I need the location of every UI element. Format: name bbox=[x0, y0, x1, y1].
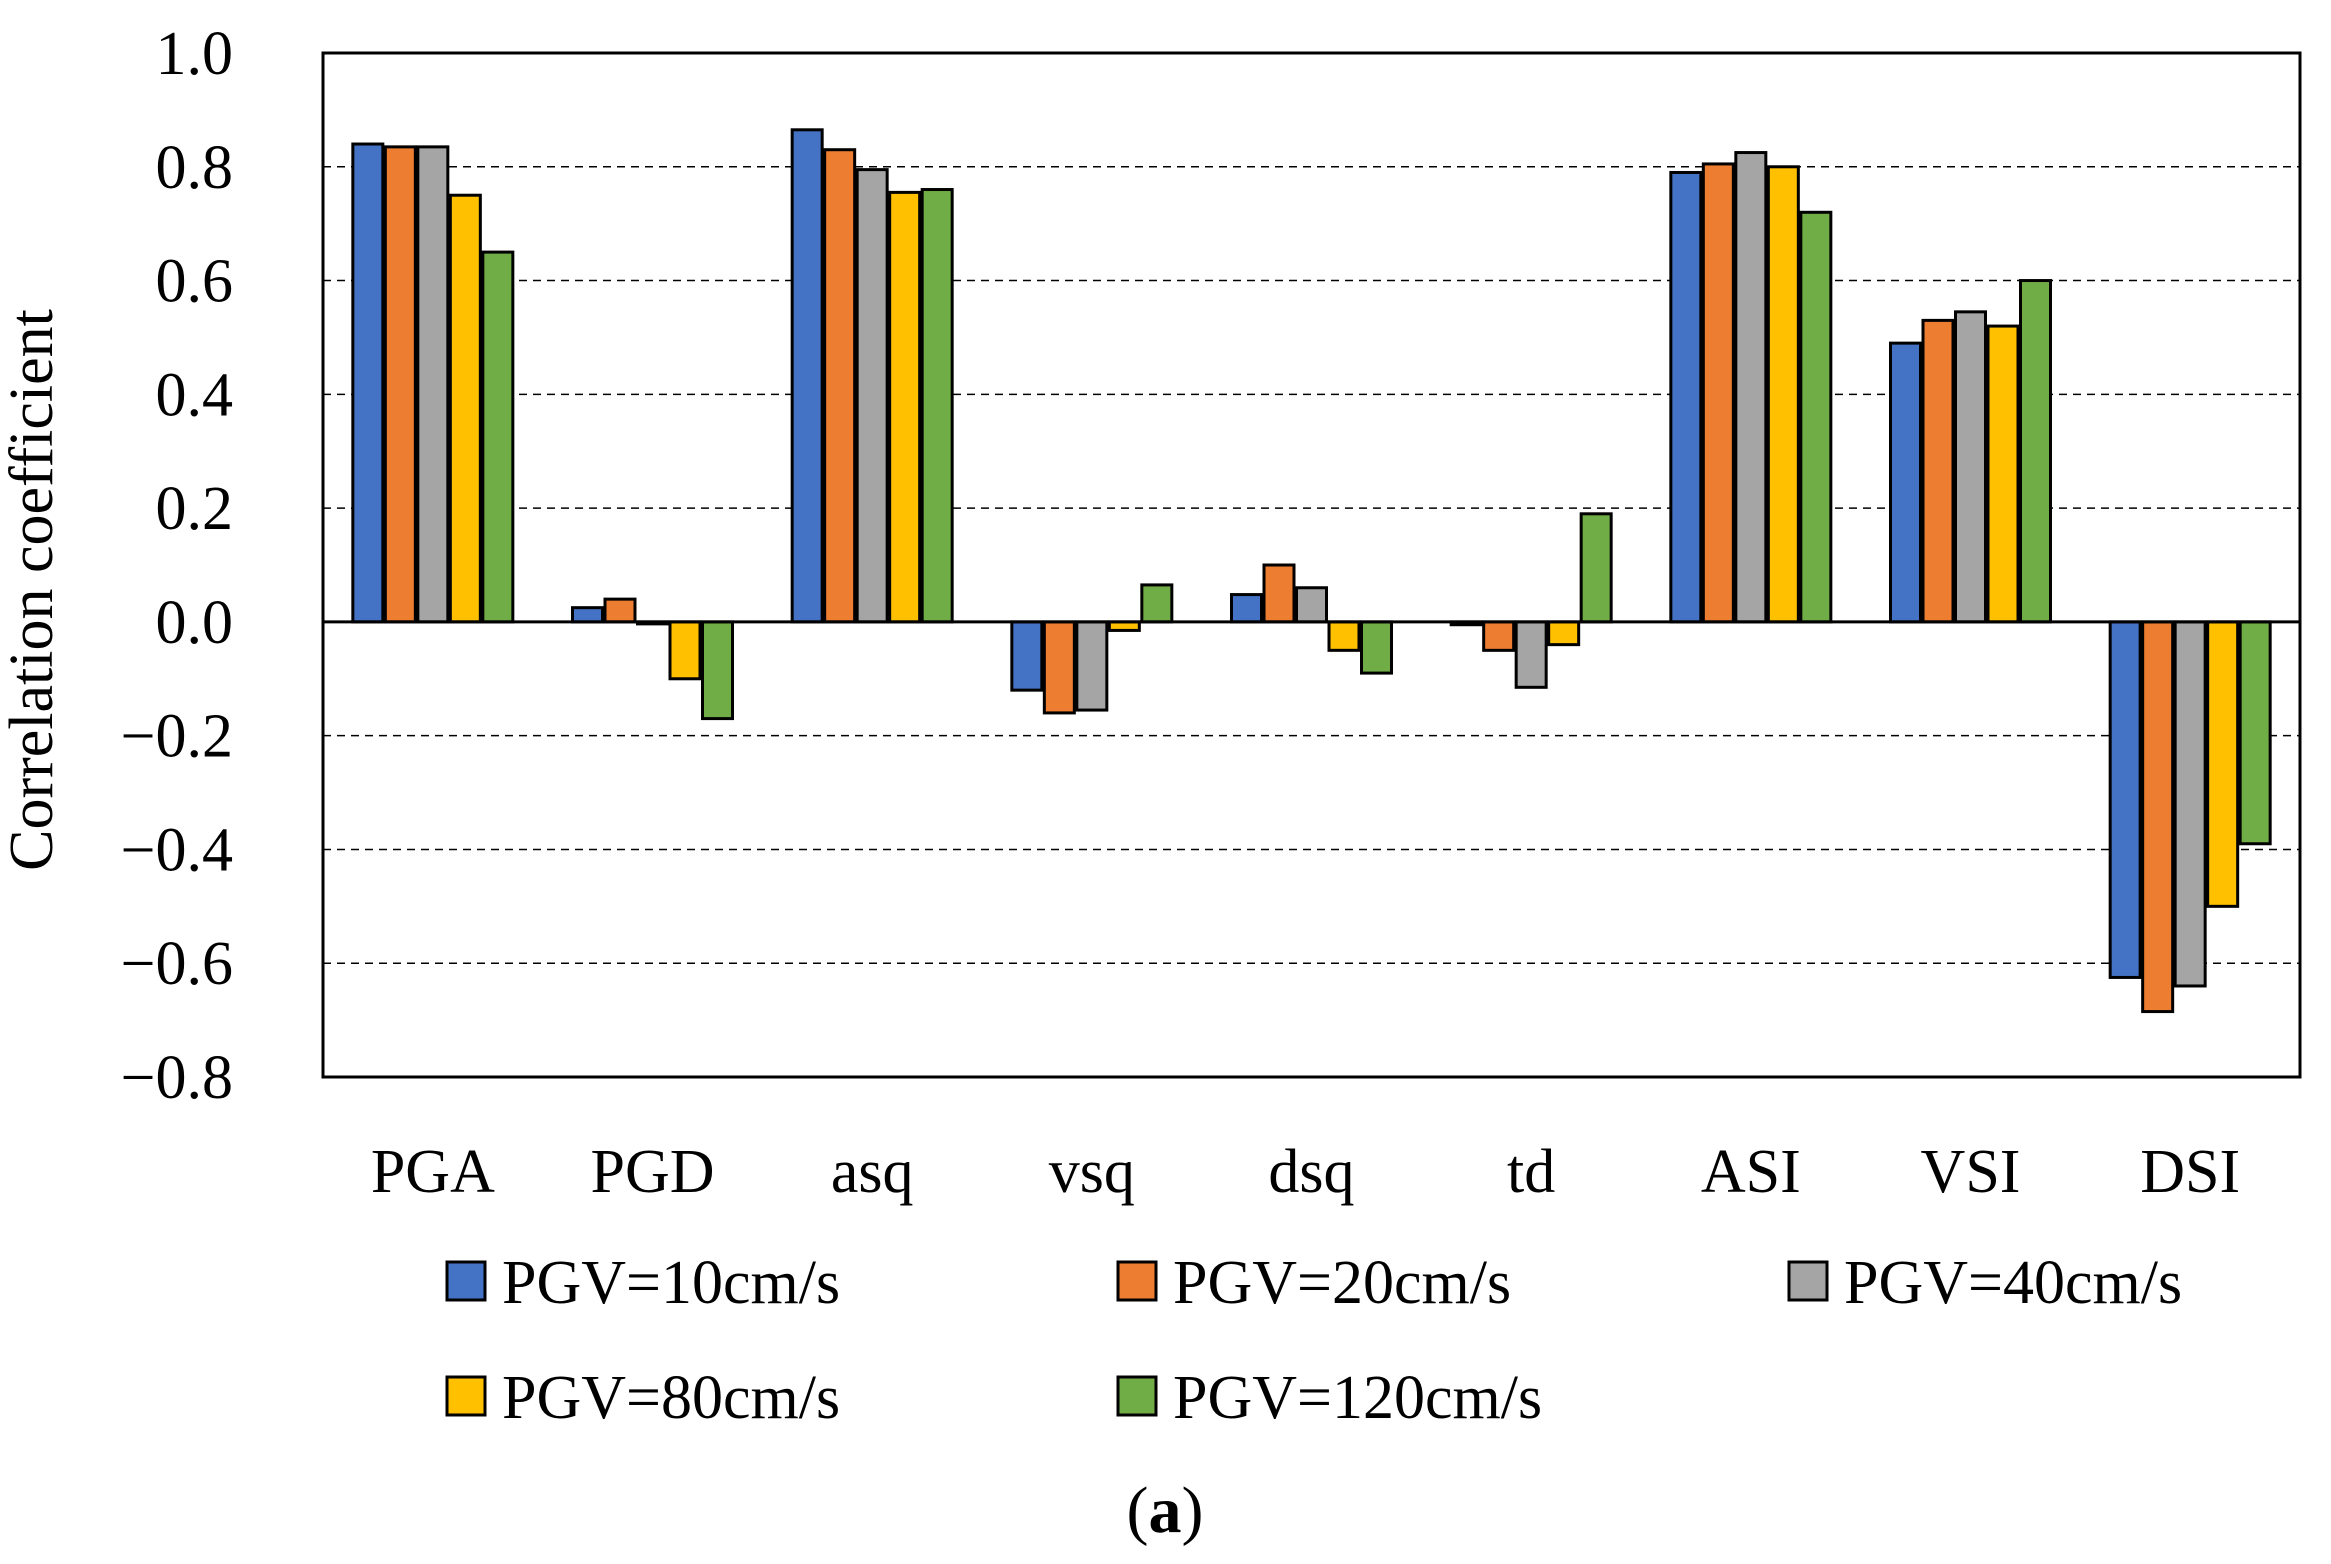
bar bbox=[701, 620, 734, 721]
bar bbox=[1140, 583, 1174, 624]
bar bbox=[571, 606, 604, 624]
bar bbox=[1986, 324, 2020, 624]
y-tick-label: −0.8 bbox=[121, 1044, 233, 1112]
bar bbox=[1514, 620, 1548, 689]
bar bbox=[1230, 593, 1263, 624]
bar bbox=[920, 188, 954, 624]
caption-letter: a bbox=[1149, 1474, 1182, 1547]
y-tick-label: −0.6 bbox=[121, 930, 233, 998]
x-category-label: DSI bbox=[2140, 1138, 2240, 1206]
caption-close: ) bbox=[1182, 1474, 1204, 1547]
y-tick-label: 0.0 bbox=[156, 589, 234, 657]
bar bbox=[2173, 620, 2207, 988]
bar bbox=[448, 193, 482, 624]
x-axis-categories: PGA PGD asq vsq dsq td ASI VSI DSI bbox=[371, 1138, 2240, 1206]
bar bbox=[1954, 310, 1987, 624]
bar bbox=[481, 250, 515, 624]
legend-label: PGV=40cm/s bbox=[1844, 1249, 2182, 1317]
legend-swatch bbox=[445, 1375, 487, 1417]
bar bbox=[383, 145, 417, 624]
bar bbox=[888, 190, 922, 624]
caption-open: ( bbox=[1127, 1474, 1149, 1547]
bar bbox=[855, 168, 889, 624]
x-category-label: asq bbox=[831, 1138, 914, 1206]
y-tick-label: 0.4 bbox=[156, 361, 234, 429]
x-category-label: vsq bbox=[1049, 1138, 1135, 1206]
legend-swatch bbox=[1116, 1375, 1158, 1417]
bar bbox=[603, 597, 637, 624]
bar bbox=[1889, 341, 1922, 624]
bar bbox=[2206, 620, 2240, 908]
bar bbox=[1669, 170, 1703, 624]
y-axis-label: Correlation coefficient bbox=[0, 309, 66, 871]
bar bbox=[2108, 620, 2142, 979]
bar bbox=[1327, 620, 1361, 652]
bar bbox=[668, 620, 702, 681]
plot-area bbox=[321, 51, 2302, 1079]
legend-swatch bbox=[1787, 1260, 1829, 1302]
bar bbox=[1042, 620, 1076, 715]
bar bbox=[790, 128, 824, 624]
bar bbox=[1734, 151, 1768, 624]
bar bbox=[823, 148, 857, 624]
y-tick-label: 0.2 bbox=[156, 475, 234, 543]
bar bbox=[1010, 620, 1044, 692]
x-category-label: PGA bbox=[371, 1138, 495, 1206]
bar bbox=[1262, 563, 1296, 624]
bars bbox=[351, 128, 2272, 1014]
legend-swatch bbox=[1116, 1260, 1158, 1302]
bar bbox=[2141, 620, 2175, 1014]
legend-label: PGV=20cm/s bbox=[1173, 1249, 1511, 1317]
legend: PGV=10cm/s PGV=20cm/s PGV=40cm/s PGV=80cm/s… bbox=[445, 1249, 2182, 1432]
bar bbox=[1799, 210, 1833, 624]
y-axis-ticks: 1.0 0.8 0.6 0.4 0.2 0.0 −0.2 −0.4 −0.6 −0.8 bbox=[121, 20, 233, 1112]
y-tick-label: −0.4 bbox=[121, 816, 233, 884]
bar bbox=[1482, 620, 1516, 652]
bar bbox=[1766, 165, 1800, 624]
y-tick-label: 0.8 bbox=[156, 134, 234, 202]
x-category-label: td bbox=[1507, 1138, 1555, 1206]
bar bbox=[1360, 620, 1393, 675]
y-tick-label: 0.6 bbox=[156, 248, 234, 316]
bar bbox=[2238, 620, 2272, 846]
x-category-label: PGD bbox=[590, 1138, 714, 1206]
x-category-label: ASI bbox=[1701, 1138, 1801, 1206]
x-category-label: VSI bbox=[1921, 1138, 2021, 1206]
bar bbox=[1075, 620, 1109, 712]
y-tick-label: −0.2 bbox=[121, 703, 233, 771]
bar bbox=[1295, 586, 1328, 624]
bar bbox=[1579, 512, 1613, 624]
legend-swatch bbox=[445, 1260, 487, 1302]
legend-label: PGV=120cm/s bbox=[1173, 1364, 1542, 1432]
bar bbox=[1701, 162, 1735, 624]
bar bbox=[2019, 279, 2052, 624]
bar bbox=[416, 145, 450, 624]
gridlines bbox=[323, 166, 2300, 964]
x-category-label: dsq bbox=[1268, 1138, 1354, 1206]
bar bbox=[1547, 620, 1581, 647]
y-tick-label: 1.0 bbox=[156, 20, 234, 88]
bar bbox=[1921, 318, 1955, 624]
figure-caption: (a) bbox=[1127, 1474, 1204, 1547]
legend-label: PGV=80cm/s bbox=[502, 1364, 840, 1432]
legend-label: PGV=10cm/s bbox=[502, 1249, 840, 1317]
bar bbox=[351, 142, 385, 624]
